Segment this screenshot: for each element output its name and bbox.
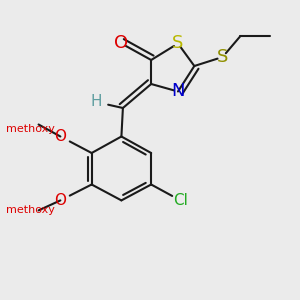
- Text: methoxy: methoxy: [6, 124, 55, 134]
- Text: O: O: [114, 34, 128, 52]
- Text: O: O: [54, 193, 66, 208]
- Text: methoxy: methoxy: [6, 206, 55, 215]
- Text: H: H: [90, 94, 102, 110]
- Text: Cl: Cl: [173, 193, 188, 208]
- Text: O: O: [54, 129, 66, 144]
- Text: N: N: [171, 82, 185, 100]
- Text: S: S: [172, 34, 184, 52]
- Text: S: S: [217, 48, 228, 66]
